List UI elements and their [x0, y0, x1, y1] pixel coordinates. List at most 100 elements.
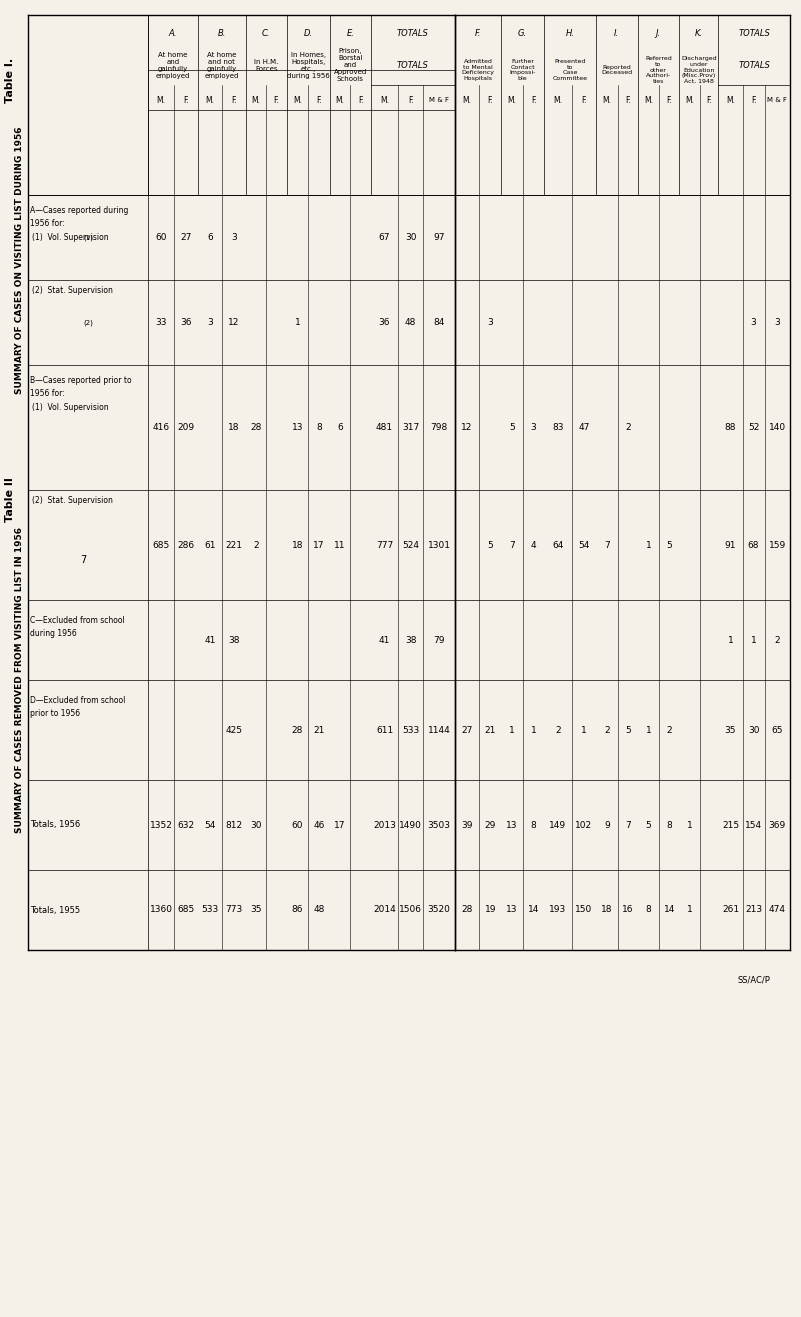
Text: M.: M. [508, 96, 517, 104]
Text: 54: 54 [204, 820, 215, 830]
Text: M.: M. [156, 96, 166, 104]
Text: F.: F. [183, 96, 189, 104]
Text: 17: 17 [334, 820, 346, 830]
Text: 7: 7 [604, 540, 610, 549]
Text: 1: 1 [295, 317, 300, 327]
Text: 36: 36 [379, 317, 390, 327]
Text: TOTALS: TOTALS [397, 61, 429, 70]
Text: 416: 416 [152, 423, 170, 432]
Text: 773: 773 [225, 906, 243, 914]
Text: 215: 215 [722, 820, 739, 830]
Text: 1: 1 [581, 726, 586, 735]
Text: F.: F. [625, 96, 630, 104]
Text: 12: 12 [461, 423, 473, 432]
Text: (1)  Vol. Supervision: (1) Vol. Supervision [32, 233, 109, 241]
Text: 1506: 1506 [399, 906, 422, 914]
Text: 150: 150 [575, 906, 593, 914]
Text: 79: 79 [433, 636, 445, 644]
Text: 777: 777 [376, 540, 393, 549]
Text: M.: M. [602, 96, 611, 104]
Text: 39: 39 [461, 820, 473, 830]
Text: 5: 5 [666, 540, 672, 549]
Text: 369: 369 [769, 820, 786, 830]
Text: 193: 193 [549, 906, 566, 914]
Text: 2: 2 [604, 726, 610, 735]
Text: 13: 13 [506, 820, 518, 830]
Text: 3: 3 [775, 317, 780, 327]
Text: 1: 1 [686, 906, 692, 914]
Text: 3520: 3520 [428, 906, 450, 914]
Text: 1: 1 [509, 726, 515, 735]
Text: M.: M. [252, 96, 260, 104]
Text: TOTALS: TOTALS [739, 29, 770, 37]
Text: H.: H. [566, 29, 574, 37]
Text: M & F: M & F [767, 97, 787, 103]
Text: 213: 213 [745, 906, 763, 914]
Text: I.: I. [614, 29, 619, 37]
Text: 474: 474 [769, 906, 786, 914]
Text: M.: M. [380, 96, 389, 104]
Text: In Homes,
Hospitals,
etc.,
during 1956: In Homes, Hospitals, etc., during 1956 [287, 51, 330, 79]
Text: M.: M. [553, 96, 562, 104]
Text: K.: K. [694, 29, 702, 37]
Text: 27: 27 [180, 233, 191, 242]
Text: F.: F. [531, 96, 537, 104]
Text: In H.M.
Forces: In H.M. Forces [254, 58, 279, 71]
Text: 30: 30 [405, 233, 417, 242]
Text: 1: 1 [727, 636, 734, 644]
Text: 3503: 3503 [428, 820, 451, 830]
Text: 524: 524 [402, 540, 419, 549]
Text: 1: 1 [646, 726, 651, 735]
Text: 48: 48 [313, 906, 325, 914]
Text: F.: F. [666, 96, 672, 104]
Text: 83: 83 [552, 423, 564, 432]
Text: F.: F. [274, 96, 280, 104]
Text: 84: 84 [433, 317, 445, 327]
Text: 2: 2 [666, 726, 672, 735]
Text: 3: 3 [531, 423, 537, 432]
Text: 1: 1 [531, 726, 537, 735]
Text: F.: F. [706, 96, 712, 104]
Text: 3: 3 [751, 317, 756, 327]
Text: F.: F. [408, 96, 413, 104]
Text: 2013: 2013 [373, 820, 396, 830]
Text: 36: 36 [180, 317, 192, 327]
Text: D.: D. [304, 29, 313, 37]
Text: during 1956: during 1956 [30, 628, 77, 637]
Text: 9: 9 [604, 820, 610, 830]
Text: TOTALS: TOTALS [397, 29, 429, 37]
Text: 7: 7 [509, 540, 515, 549]
Text: 33: 33 [155, 317, 167, 327]
Text: 30: 30 [250, 820, 262, 830]
Text: 97: 97 [433, 233, 445, 242]
Text: prior to 1956: prior to 1956 [30, 709, 80, 718]
Text: B—Cases reported prior to: B—Cases reported prior to [30, 375, 131, 385]
Text: M.: M. [463, 96, 472, 104]
Text: 2014: 2014 [373, 906, 396, 914]
Text: 1360: 1360 [150, 906, 172, 914]
Text: Reported
Deceased: Reported Deceased [602, 65, 632, 75]
Text: 4: 4 [531, 540, 537, 549]
Text: Admitted
to Mental
Deficiency
Hospitals: Admitted to Mental Deficiency Hospitals [461, 59, 494, 82]
Text: Further
Contact
Impossi-
ble: Further Contact Impossi- ble [509, 59, 536, 82]
Text: 48: 48 [405, 317, 417, 327]
Text: 12: 12 [228, 317, 239, 327]
Text: 46: 46 [313, 820, 325, 830]
Text: 18: 18 [228, 423, 239, 432]
Text: M & F: M & F [429, 97, 449, 103]
Text: 798: 798 [430, 423, 448, 432]
Text: 1144: 1144 [428, 726, 450, 735]
Text: Totals, 1956: Totals, 1956 [30, 820, 80, 830]
Text: 1956 for:: 1956 for: [30, 219, 65, 228]
Text: F.: F. [751, 96, 756, 104]
Text: 2: 2 [253, 540, 259, 549]
Text: 1: 1 [751, 636, 756, 644]
Text: E.: E. [347, 29, 354, 37]
Text: A.: A. [169, 29, 177, 37]
Text: 3: 3 [487, 317, 493, 327]
Text: (2)  Stat. Supervision: (2) Stat. Supervision [32, 286, 113, 295]
Text: F.: F. [358, 96, 364, 104]
Text: 261: 261 [722, 906, 739, 914]
Text: (1): (1) [83, 234, 93, 241]
Text: C—Excluded from school: C—Excluded from school [30, 615, 125, 624]
